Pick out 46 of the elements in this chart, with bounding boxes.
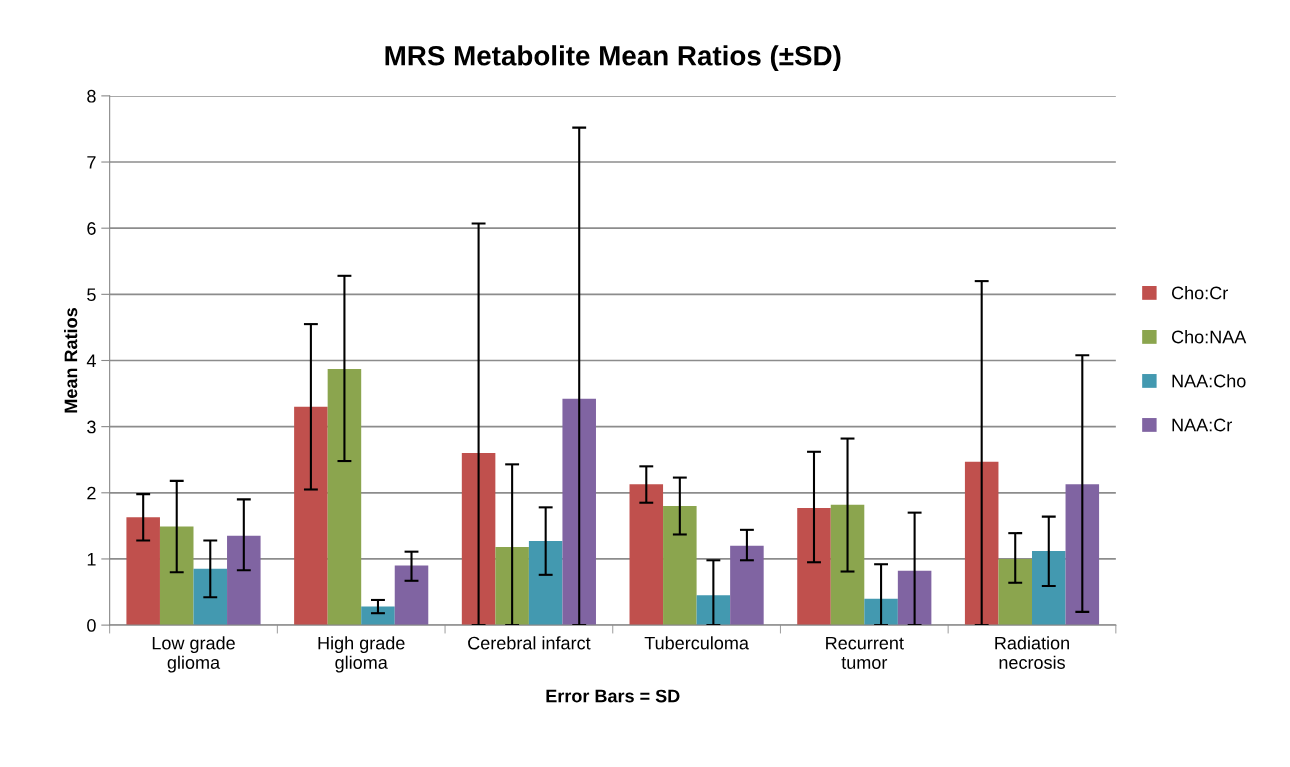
legend-label: NAA:Cr	[1172, 418, 1232, 432]
x-tick-label: Cerebral infarct	[468, 636, 591, 650]
chart-title: MRS Metabolite Mean Ratios (±SD)	[385, 45, 841, 72]
bar	[998, 558, 1032, 626]
bar	[528, 541, 563, 626]
y-tick-label: 5	[87, 288, 96, 302]
y-tick-label: 2	[87, 486, 96, 500]
bar	[193, 568, 228, 626]
bar	[797, 508, 831, 626]
bar	[964, 461, 999, 626]
y-tick-label: 1	[87, 553, 96, 566]
bar	[159, 526, 194, 626]
bar	[394, 565, 429, 626]
x-axis-title: Error Bars = SD	[546, 689, 680, 703]
x-tick-label: Radiation necrosis	[995, 636, 1069, 669]
y-tick-label: 8	[87, 89, 96, 103]
bar	[294, 406, 328, 626]
y-tick-label: 6	[87, 222, 96, 235]
y-tick-label: 4	[86, 354, 96, 368]
y-axis-title: Mean Ratios	[64, 308, 78, 413]
bar	[696, 595, 731, 626]
bar	[1032, 551, 1066, 626]
bar	[327, 369, 362, 626]
bar	[361, 606, 395, 626]
legend-label: NAA:Cho	[1172, 374, 1246, 388]
bar	[562, 398, 596, 626]
y-tick-label: 3	[87, 420, 96, 434]
bar	[1065, 484, 1100, 626]
x-tick-label: High grade glioma	[318, 636, 405, 673]
bar	[461, 453, 496, 626]
legend-label: Cho:NAA	[1171, 330, 1247, 344]
x-tick-label: Recurrent tumor	[826, 636, 904, 669]
bar	[897, 570, 932, 626]
bar	[495, 547, 529, 626]
y-tick-label: 0	[87, 619, 96, 632]
bar	[730, 545, 764, 626]
y-tick-label: 7	[87, 156, 96, 169]
bar	[629, 484, 664, 626]
bar	[227, 535, 261, 626]
bar	[864, 598, 898, 626]
bar	[830, 504, 865, 626]
bar	[663, 506, 697, 626]
x-tick-label: Tuberculoma	[644, 636, 749, 650]
x-tick-label: Low grade glioma	[152, 636, 235, 673]
bar	[126, 517, 160, 626]
legend-label: Cho:Cr	[1171, 286, 1228, 300]
